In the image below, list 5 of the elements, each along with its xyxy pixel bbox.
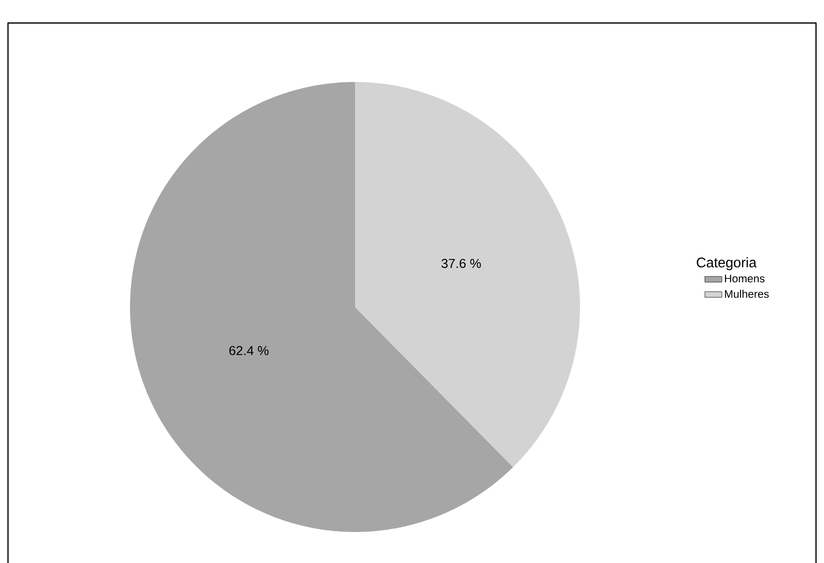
legend-label: Mulheres [725,290,769,298]
legend-title: Categoria [696,257,757,270]
data-label: 37.6 % [442,258,481,268]
legend-label: Homens [725,274,764,282]
data-label: 62.4 % [229,346,269,356]
